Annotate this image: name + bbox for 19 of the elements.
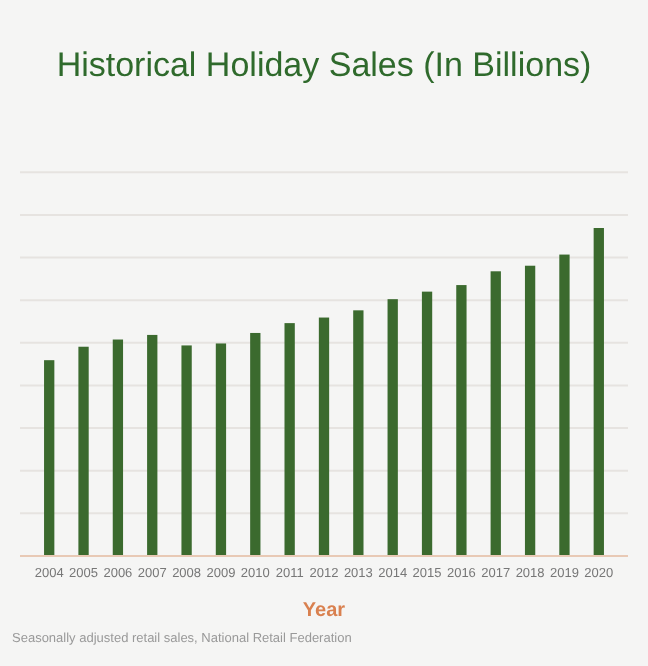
bar (318, 317, 330, 556)
bar (524, 265, 536, 556)
bar (593, 228, 604, 556)
bar (250, 332, 261, 556)
bar (284, 323, 295, 556)
bar (353, 310, 364, 556)
bar (559, 254, 570, 556)
bar (147, 334, 158, 556)
chart-title: Historical Holiday Sales (In Billions) (56, 46, 592, 84)
bar (456, 285, 467, 556)
bar (44, 360, 55, 556)
bar (215, 343, 227, 556)
bar (112, 339, 124, 556)
bar (421, 291, 433, 556)
x-axis-title: Year (302, 600, 346, 622)
bar (181, 345, 192, 556)
bar (387, 299, 398, 556)
bar (78, 346, 89, 556)
bar (490, 271, 501, 556)
